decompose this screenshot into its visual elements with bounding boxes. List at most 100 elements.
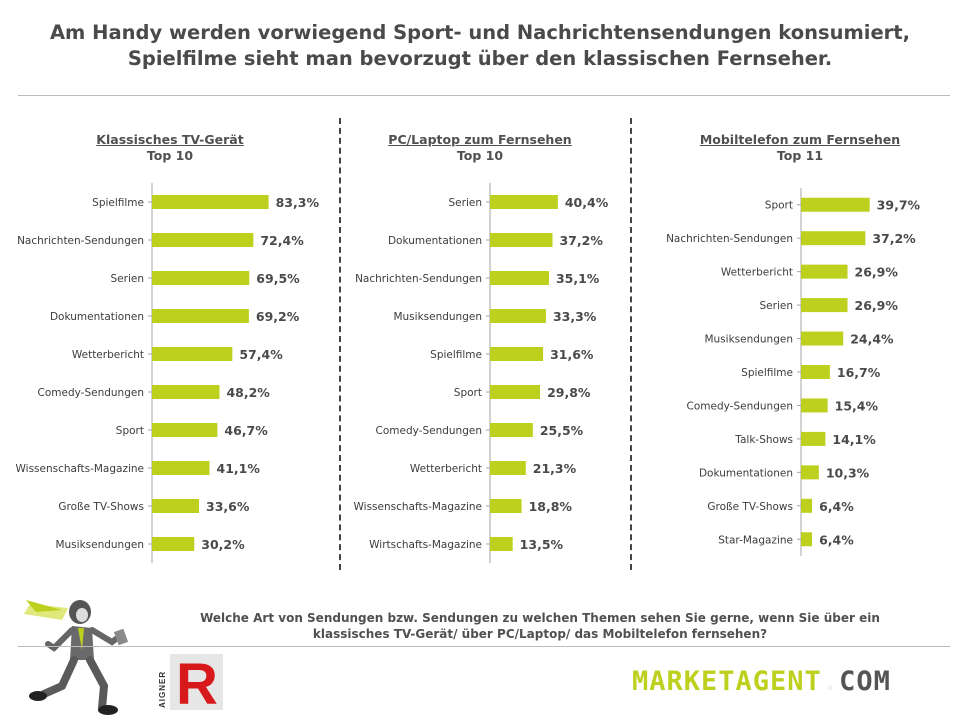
category-label-tv-3: Dokumentationen: [50, 311, 144, 323]
category-label-pc-2: Nachrichten-Sendungen: [355, 273, 482, 285]
value-label-pc-3: 33,3%: [553, 309, 597, 324]
value-label-tv-3: 69,2%: [256, 309, 300, 324]
panel-title-tv-sub: Top 10: [146, 148, 194, 163]
marketagent-logo: MARKETAGENT.COM: [632, 668, 891, 696]
category-label-tv-4: Wetterbericht: [72, 349, 144, 361]
bar-mobile-2: [801, 264, 848, 279]
panel-title-pc-name: PC/Laptop zum Fernsehen: [388, 132, 572, 147]
category-label-mobile-6: Comedy-Sendungen: [687, 400, 793, 412]
category-label-pc-6: Comedy-Sendungen: [376, 425, 482, 437]
bar-mobile-1: [801, 231, 866, 246]
value-label-mobile-4: 24,4%: [850, 332, 894, 347]
bar-pc-7: [490, 461, 526, 475]
bar-tv-3: [152, 309, 249, 323]
title-line-1: Am Handy werden vorwiegend Sport- und Na…: [49, 21, 911, 44]
aigner-logo: R AIGNER: [158, 652, 223, 712]
panel-title-pc-sub: Top 10: [456, 148, 504, 163]
value-label-pc-0: 40,4%: [565, 195, 609, 210]
value-label-tv-5: 48,2%: [226, 385, 270, 400]
value-label-pc-5: 29,8%: [547, 385, 591, 400]
value-label-tv-9: 30,2%: [201, 537, 245, 552]
value-label-tv-2: 69,5%: [256, 271, 300, 286]
value-label-mobile-6: 15,4%: [835, 398, 879, 413]
value-label-tv-6: 46,7%: [224, 423, 268, 438]
bar-tv-2: [152, 271, 250, 285]
bar-tv-9: [152, 537, 195, 551]
bar-tv-6: [152, 423, 218, 437]
bar-pc-5: [490, 385, 541, 399]
panel-title-tv-name: Klassisches TV-Gerät: [96, 132, 244, 147]
category-label-pc-8: Wissenschafts-Magazine: [354, 501, 482, 513]
value-label-mobile-8: 10,3%: [826, 465, 870, 480]
value-label-pc-4: 31,6%: [550, 347, 594, 362]
category-label-mobile-8: Dokumentationen: [699, 467, 793, 479]
question-line-1: Welche Art von Sendungen bzw. Sendungen …: [200, 611, 880, 625]
bar-pc-4: [490, 347, 544, 361]
mascot-illustration: [24, 600, 129, 715]
aigner-logo-text: AIGNER: [158, 671, 167, 708]
panel-title-mobile-sub: Top 11: [776, 148, 824, 163]
survey-question: Welche Art von Sendungen bzw. Sendungen …: [150, 610, 930, 642]
value-label-mobile-10: 6,4%: [819, 532, 854, 547]
value-label-pc-9: 13,5%: [520, 537, 564, 552]
category-label-pc-4: Spielfilme: [430, 349, 482, 361]
bar-mobile-9: [801, 498, 813, 513]
category-label-pc-5: Sport: [454, 387, 482, 399]
bar-mobile-5: [801, 365, 830, 379]
value-label-mobile-5: 16,7%: [837, 365, 881, 380]
bar-pc-3: [490, 309, 546, 323]
value-label-mobile-1: 37,2%: [872, 231, 916, 246]
marketagent-logo-part3: COM: [839, 666, 891, 697]
value-label-mobile-9: 6,4%: [819, 499, 854, 514]
bar-pc-6: [490, 423, 533, 437]
value-label-pc-6: 25,5%: [540, 423, 584, 438]
bar-tv-0: [152, 195, 269, 209]
bar-pc-8: [490, 499, 522, 513]
category-label-pc-9: Wirtschafts-Magazine: [369, 539, 482, 551]
bar-pc-0: [490, 195, 558, 209]
bottom-rule: [18, 646, 950, 647]
bar-pc-9: [490, 537, 513, 551]
panel-divider-2: [630, 118, 632, 570]
marketagent-logo-part1: MARKETAGENT: [632, 666, 822, 697]
bar-mobile-6: [801, 398, 828, 413]
category-label-pc-1: Dokumentationen: [388, 235, 482, 247]
page-title: Am Handy werden vorwiegend Sport- und Na…: [0, 20, 960, 72]
category-label-tv-6: Sport: [116, 425, 144, 437]
category-label-mobile-3: Serien: [760, 300, 793, 312]
category-label-mobile-0: Sport: [765, 200, 793, 212]
category-label-tv-9: Musiksendungen: [55, 539, 144, 551]
panel-title-pc: PC/Laptop zum Fernsehen Top 10: [370, 132, 590, 164]
category-label-mobile-5: Spielfilme: [741, 367, 793, 379]
category-label-pc-0: Serien: [449, 197, 482, 209]
aigner-logo-letter: R: [176, 652, 218, 712]
bar-mobile-0: [801, 197, 870, 212]
bar-tv-8: [152, 499, 200, 513]
category-label-tv-2: Serien: [111, 273, 144, 285]
bar-tv-1: [152, 233, 254, 247]
value-label-tv-1: 72,4%: [260, 233, 304, 248]
bar-mobile-4: [801, 331, 844, 346]
value-label-pc-8: 18,8%: [529, 499, 573, 514]
category-label-tv-1: Nachrichten-Sendungen: [17, 235, 144, 247]
panel-title-mobile-name: Mobiltelefon zum Fernsehen: [699, 132, 901, 147]
bar-mobile-10: [801, 532, 813, 547]
top-rule: [18, 95, 950, 96]
category-label-mobile-9: Große TV-Shows: [707, 501, 793, 513]
value-label-tv-7: 41,1%: [217, 461, 261, 476]
category-label-pc-3: Musiksendungen: [393, 311, 482, 323]
value-label-tv-8: 33,6%: [206, 499, 250, 514]
value-label-pc-2: 35,1%: [556, 271, 600, 286]
category-label-tv-5: Comedy-Sendungen: [38, 387, 144, 399]
value-label-tv-4: 57,4%: [239, 347, 283, 362]
panel-divider-1: [339, 118, 341, 570]
bar-tv-4: [152, 347, 233, 361]
value-label-mobile-3: 26,9%: [855, 298, 899, 313]
category-label-mobile-1: Nachrichten-Sendungen: [666, 233, 793, 245]
category-label-mobile-2: Wetterbericht: [721, 267, 793, 279]
bar-mobile-8: [801, 465, 819, 480]
bar-pc-1: [490, 233, 553, 247]
panel-title-tv: Klassisches TV-Gerät Top 10: [60, 132, 280, 164]
